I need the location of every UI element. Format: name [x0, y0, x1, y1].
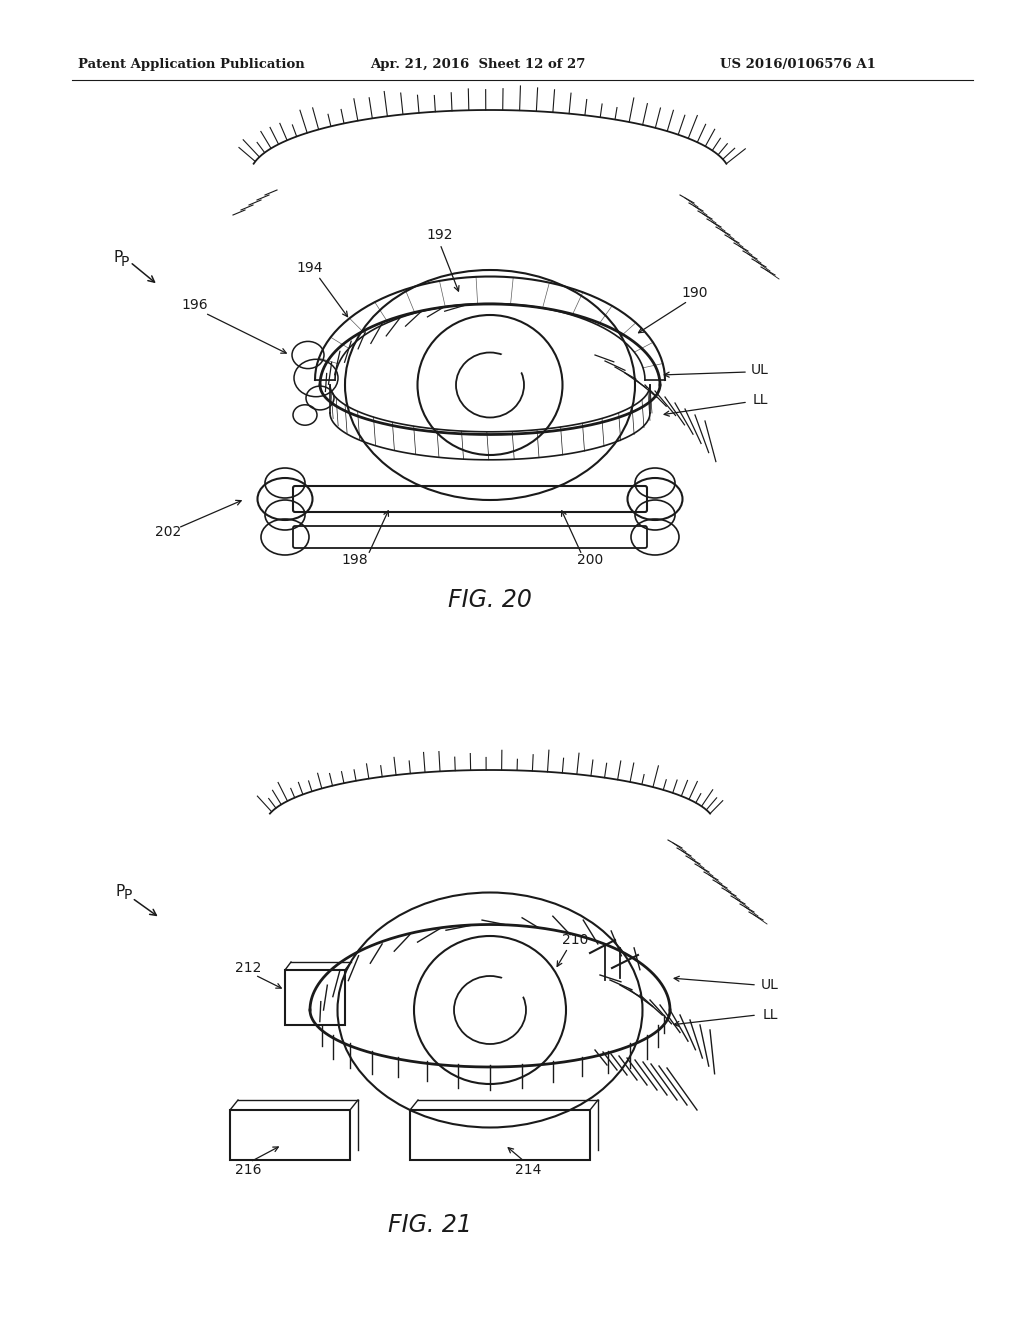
Ellipse shape [498, 351, 526, 375]
Text: UL: UL [761, 978, 779, 993]
Text: P: P [121, 255, 129, 269]
Text: US 2016/0106576 A1: US 2016/0106576 A1 [720, 58, 876, 71]
Text: 194: 194 [297, 261, 324, 275]
Text: FIG. 21: FIG. 21 [388, 1213, 472, 1237]
Text: 202: 202 [155, 525, 181, 539]
Text: Apr. 21, 2016  Sheet 12 of 27: Apr. 21, 2016 Sheet 12 of 27 [370, 58, 586, 71]
Text: 190: 190 [682, 286, 709, 300]
Text: 200: 200 [577, 553, 603, 568]
Text: 212: 212 [234, 961, 261, 975]
Text: LL: LL [762, 1008, 778, 1022]
Text: 210: 210 [562, 933, 588, 946]
Text: 214: 214 [515, 1163, 542, 1177]
Text: P: P [116, 884, 125, 899]
Text: LL: LL [753, 393, 768, 407]
Text: Patent Application Publication: Patent Application Publication [78, 58, 305, 71]
Text: UL: UL [751, 363, 769, 378]
Text: FIG. 20: FIG. 20 [449, 587, 531, 612]
Text: 196: 196 [181, 298, 208, 312]
Text: 216: 216 [234, 1163, 261, 1177]
Text: P: P [124, 888, 132, 902]
Text: 198: 198 [342, 553, 369, 568]
Text: P: P [114, 251, 123, 265]
Ellipse shape [499, 973, 529, 999]
Text: 192: 192 [427, 228, 454, 242]
